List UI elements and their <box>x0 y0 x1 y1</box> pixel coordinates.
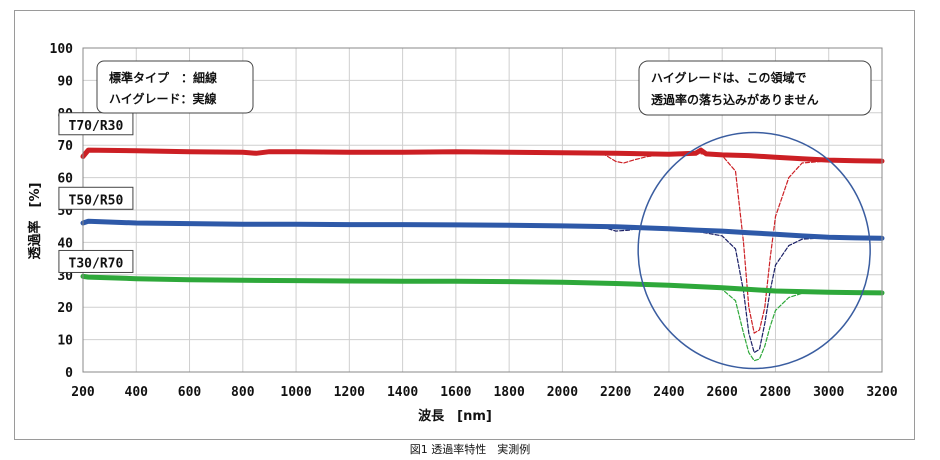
y-tick-label: 100 <box>50 42 74 57</box>
x-tick-label: 1200 <box>334 385 365 400</box>
legend-box: 標準タイプ ：細線 ハイグレード：実線 <box>96 60 254 114</box>
x-tick-label: 2800 <box>760 385 791 400</box>
x-tick-label: 800 <box>231 385 255 400</box>
series-layer <box>80 147 885 362</box>
y-tick-label: 60 <box>57 172 73 187</box>
x-tick-label: 2200 <box>600 385 631 400</box>
x-tick-label: 1800 <box>493 385 524 400</box>
series-label-box <box>58 249 134 273</box>
y-tick-label: 0 <box>65 366 73 381</box>
x-tick-label: 3000 <box>813 385 844 400</box>
x-tick-label: 1400 <box>387 385 418 400</box>
annotation-box: ハイグレードは、この領域で 透過率の落ち込みがありません <box>638 60 872 116</box>
series-line-t30-r70 <box>80 273 885 296</box>
x-tick-label: 1000 <box>280 385 311 400</box>
series-label-text: T50/R50 <box>69 193 124 208</box>
series-line-t70-r30 <box>80 147 885 164</box>
series-label-text: T30/R70 <box>69 256 124 271</box>
x-tick-label: 2600 <box>707 385 738 400</box>
x-tick-label: 2400 <box>653 385 684 400</box>
plot-area-border <box>82 47 883 373</box>
x-tick-label: 200 <box>71 385 95 400</box>
label-layer: T70/R30 T50/R50 T30/R70 <box>58 112 134 273</box>
figure-caption: 図1 透過率特性 実測例 <box>409 443 531 456</box>
highlight-circle <box>637 131 871 370</box>
annotation-box-frame <box>638 60 872 116</box>
series-line-t30-r70-standard <box>695 285 830 362</box>
annotation-line-2: 透過率の落ち込みがありません <box>651 92 819 107</box>
series-line-t70-r30-standard <box>601 152 830 334</box>
y-axis-title: 透過率 [%] <box>27 183 43 260</box>
x-tick-label: 400 <box>125 385 149 400</box>
x-tick-label: 1600 <box>440 385 471 400</box>
series-line-t50-r50 <box>80 218 885 241</box>
series-label-box <box>58 186 134 210</box>
series-label-box <box>58 112 134 136</box>
circle-layer <box>637 131 871 370</box>
x-tick-label: 600 <box>178 385 202 400</box>
legend-line-2: ハイグレード：実線 <box>109 91 217 106</box>
chart-frame: 0102030405060708090100200400600800100012… <box>14 10 915 440</box>
series-label-text: T70/R30 <box>69 119 124 134</box>
legend-box-frame <box>96 60 254 114</box>
y-tick-label: 20 <box>57 301 73 316</box>
x-axis-title: 波長 [nm] <box>418 408 492 424</box>
y-tick-label: 70 <box>57 139 73 154</box>
x-tick-label: 3200 <box>866 385 897 400</box>
legend-line-1: 標準タイプ ：細線 <box>109 70 217 85</box>
x-tick-label: 2000 <box>547 385 578 400</box>
chart-svg: 0102030405060708090100200400600800100012… <box>27 42 898 424</box>
y-tick-label: 90 <box>57 74 73 89</box>
y-tick-label: 40 <box>57 236 73 251</box>
y-tick-label: 10 <box>57 334 73 349</box>
axis-layer: 0102030405060708090100200400600800100012… <box>50 42 898 400</box>
annotation-line-1: ハイグレードは、この領域で <box>651 70 807 85</box>
